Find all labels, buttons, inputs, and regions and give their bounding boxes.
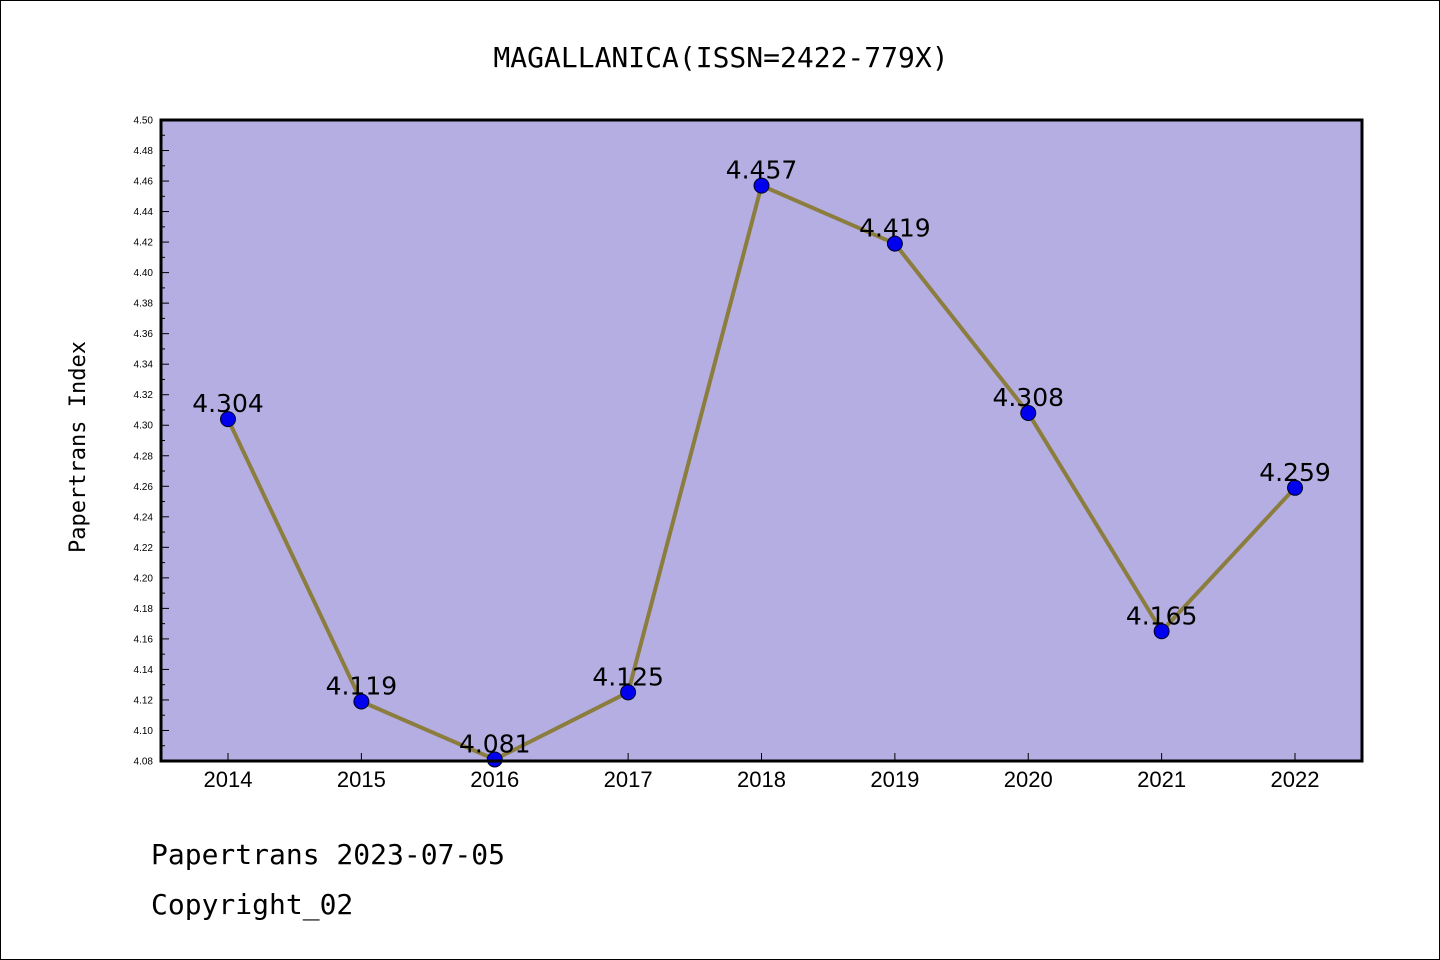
data-point — [1287, 479, 1303, 496]
data-point — [620, 684, 637, 701]
data-point — [753, 177, 770, 194]
y-axis: 4.08 4.10 4.12 4.14 4.16 4.18 4.20 4.22 4.24 4.26… — [134, 116, 169, 768]
plot-border — [159, 118, 1364, 763]
data-label: 4.457 — [726, 156, 798, 185]
x-tick-label: 2019 — [870, 767, 919, 792]
data-label: 4.308 — [992, 383, 1064, 412]
footer-date: Papertrans 2023-07-05 — [151, 838, 505, 871]
y-tick-label: 4.24 — [134, 512, 154, 523]
data-label: 4.165 — [1126, 601, 1198, 630]
y-tick-label: 4.44 — [134, 207, 154, 218]
y-tick-label: 4.30 — [134, 421, 154, 432]
x-tick-label: 2018 — [737, 767, 786, 792]
y-tick-label: 4.26 — [134, 482, 154, 493]
data-label: 4.119 — [326, 671, 398, 700]
y-tick-label: 4.48 — [134, 146, 154, 157]
data-point — [1153, 623, 1170, 640]
y-tick-label: 4.32 — [134, 390, 154, 401]
y-tick-label: 4.14 — [134, 665, 154, 676]
y-tick-label: 4.42 — [134, 238, 154, 249]
data-labels: 4.304 4.119 4.081 4.125 4.457 4.419 4.308 4.165… — [192, 156, 1331, 759]
x-tick-label: 2021 — [1137, 767, 1186, 792]
y-tick-label: 4.36 — [134, 329, 154, 340]
x-tick-label: 2020 — [1004, 767, 1053, 792]
y-tick-label: 4.16 — [134, 634, 154, 645]
footer-copyright: Copyright_02 — [151, 888, 353, 922]
y-tick-label: 4.12 — [134, 695, 154, 706]
y-tick-label: 4.08 — [134, 757, 154, 768]
x-tick-label: 2015 — [337, 767, 386, 792]
y-tick-label: 4.10 — [134, 726, 154, 737]
chart-title: MAGALLANICA(ISSN=2422-779X) — [493, 41, 948, 74]
y-tick-label: 4.18 — [134, 604, 154, 615]
x-tick-label: 2016 — [470, 767, 519, 792]
y-tick-label: 4.40 — [134, 268, 154, 279]
x-axis: 2014 2015 2016 2017 2018 2019 2020 2021 2022 — [204, 753, 1320, 792]
y-tick-label: 4.28 — [134, 451, 154, 462]
y-tick-label: 4.22 — [134, 543, 154, 554]
x-tick-label: 2017 — [604, 767, 653, 792]
data-label: 4.259 — [1259, 458, 1331, 487]
data-point — [486, 751, 503, 768]
x-tick-label: 2022 — [1271, 767, 1320, 792]
y-axis-label: Papertrans Index — [66, 341, 91, 553]
y-tick-label: 4.38 — [134, 299, 154, 310]
data-point — [886, 235, 903, 252]
data-point — [220, 411, 236, 428]
plot-area — [161, 120, 1362, 761]
x-tick-label: 2014 — [204, 767, 253, 792]
data-label: 4.081 — [459, 729, 531, 758]
data-points — [220, 177, 1303, 768]
data-label: 4.419 — [859, 214, 931, 243]
y-tick-label: 4.34 — [134, 360, 154, 371]
y-tick-label: 4.20 — [134, 573, 154, 584]
data-point — [1020, 405, 1037, 422]
data-point — [353, 693, 370, 710]
y-tick-label: 4.50 — [134, 116, 154, 127]
data-label: 4.125 — [592, 662, 664, 691]
y-tick-label: 4.46 — [134, 177, 154, 188]
data-label: 4.304 — [192, 389, 264, 418]
